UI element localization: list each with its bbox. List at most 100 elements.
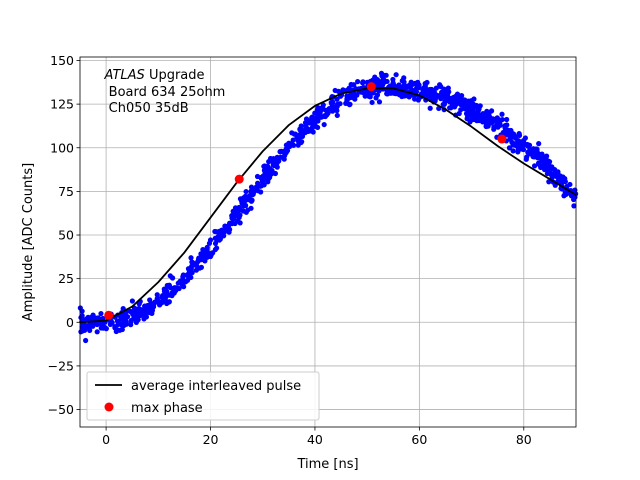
scatter-point <box>352 92 358 98</box>
scatter-point <box>422 81 428 87</box>
scatter-point <box>173 287 179 294</box>
scatter-point <box>323 107 329 113</box>
scatter-point <box>148 308 154 314</box>
scatter-point <box>401 79 407 85</box>
scatter-point <box>372 74 378 80</box>
annotation-atlas: ATLAS <box>104 68 145 83</box>
scatter-point <box>468 98 474 104</box>
scatter-point <box>262 163 268 169</box>
scatter-point <box>477 113 483 119</box>
max-phase-marker <box>104 310 114 320</box>
scatter-point <box>164 282 170 289</box>
y-tick-label: 75 <box>58 184 74 199</box>
scatter-point <box>267 155 274 162</box>
scatter-point <box>78 329 84 335</box>
scatter-point <box>347 101 353 107</box>
scatter-point <box>235 208 241 214</box>
scatter-point <box>324 112 330 118</box>
scatter-point <box>571 203 577 209</box>
scatter-point <box>281 156 287 162</box>
scatter-point <box>137 312 143 319</box>
scatter-point <box>154 292 160 298</box>
x-tick-label: 40 <box>307 432 323 447</box>
scatter-point <box>295 142 301 148</box>
scatter-point <box>243 195 249 201</box>
scatter-point <box>122 315 129 321</box>
scatter-point <box>413 85 420 91</box>
scatter-point <box>487 119 493 125</box>
scatter-point <box>456 110 462 117</box>
y-tick-label: 125 <box>50 97 74 112</box>
x-tick-label: 80 <box>516 432 532 447</box>
scatter-point <box>140 309 146 315</box>
scatter-point <box>406 82 412 88</box>
scatter-point <box>516 132 523 139</box>
scatter-point <box>377 79 383 86</box>
scatter-point <box>243 188 249 195</box>
scatter-point <box>154 296 160 302</box>
scatter-point <box>150 304 157 310</box>
scatter-point <box>98 310 104 317</box>
y-tick-label: −50 <box>48 402 74 417</box>
scatter-point <box>163 292 169 298</box>
scatter-point <box>212 240 219 247</box>
annotation: ATLAS Upgrade Board 634 25ohm Ch050 35dB <box>104 68 226 116</box>
annotation-upgrade: Upgrade <box>145 68 205 83</box>
y-tick-label: 150 <box>50 53 74 68</box>
scatter-point <box>384 78 390 85</box>
scatter-point <box>510 148 516 154</box>
scatter-point <box>127 308 133 314</box>
scatter-point <box>266 175 272 181</box>
max-phase-marker <box>234 174 244 184</box>
scatter-points <box>77 70 579 344</box>
scatter-point <box>287 143 293 150</box>
scatter-point <box>186 274 192 280</box>
scatter-point <box>373 95 379 101</box>
scatter-point <box>351 82 357 88</box>
scatter-point <box>78 314 84 321</box>
scatter-point <box>539 153 545 159</box>
scatter-point <box>265 170 272 176</box>
scatter-point <box>129 298 135 304</box>
scatter-point <box>396 92 402 98</box>
scatter-point <box>204 248 210 254</box>
scatter-point <box>79 324 85 330</box>
x-tick-label: 20 <box>203 432 219 447</box>
plot-frame <box>79 56 577 428</box>
x-tick-label: 0 <box>102 432 110 447</box>
scatter-point <box>248 188 255 194</box>
scatter-point <box>142 303 148 309</box>
scatter-point <box>445 89 451 95</box>
axis-ticks: 0 20 40 60 80 −50 −25 0 25 50 75 100 125 150 <box>48 53 532 447</box>
scatter-point <box>318 105 324 111</box>
x-tick-label: 60 <box>411 432 427 447</box>
scatter-point <box>376 88 382 94</box>
scatter-point <box>260 179 266 185</box>
scatter-point <box>475 107 481 113</box>
scatter-point <box>123 321 129 327</box>
scatter-point <box>411 96 418 102</box>
scatter-point <box>524 154 530 160</box>
scatter-point <box>302 120 309 126</box>
scatter-point <box>499 111 505 117</box>
scatter-point <box>355 79 361 85</box>
scatter-point <box>303 125 309 131</box>
scatter-point <box>518 139 524 145</box>
scatter-point <box>128 317 134 324</box>
scatter-point <box>299 139 305 145</box>
scatter-point <box>482 116 488 123</box>
scatter-point <box>332 87 338 94</box>
annotation-line-2: Board 634 25ohm <box>105 85 226 100</box>
scatter-point <box>321 121 327 128</box>
scatter-point <box>504 122 510 128</box>
scatter-point <box>190 259 196 266</box>
scatter-point <box>95 315 101 321</box>
legend-label-max-phase: max phase <box>131 401 203 416</box>
scatter-point <box>133 319 139 325</box>
scatter-point <box>306 120 313 126</box>
max-phase-marker <box>497 134 507 144</box>
legend-marker-swatch <box>104 402 114 412</box>
scatter-point <box>495 124 501 130</box>
scatter-point <box>274 160 280 166</box>
scatter-point <box>312 110 318 116</box>
